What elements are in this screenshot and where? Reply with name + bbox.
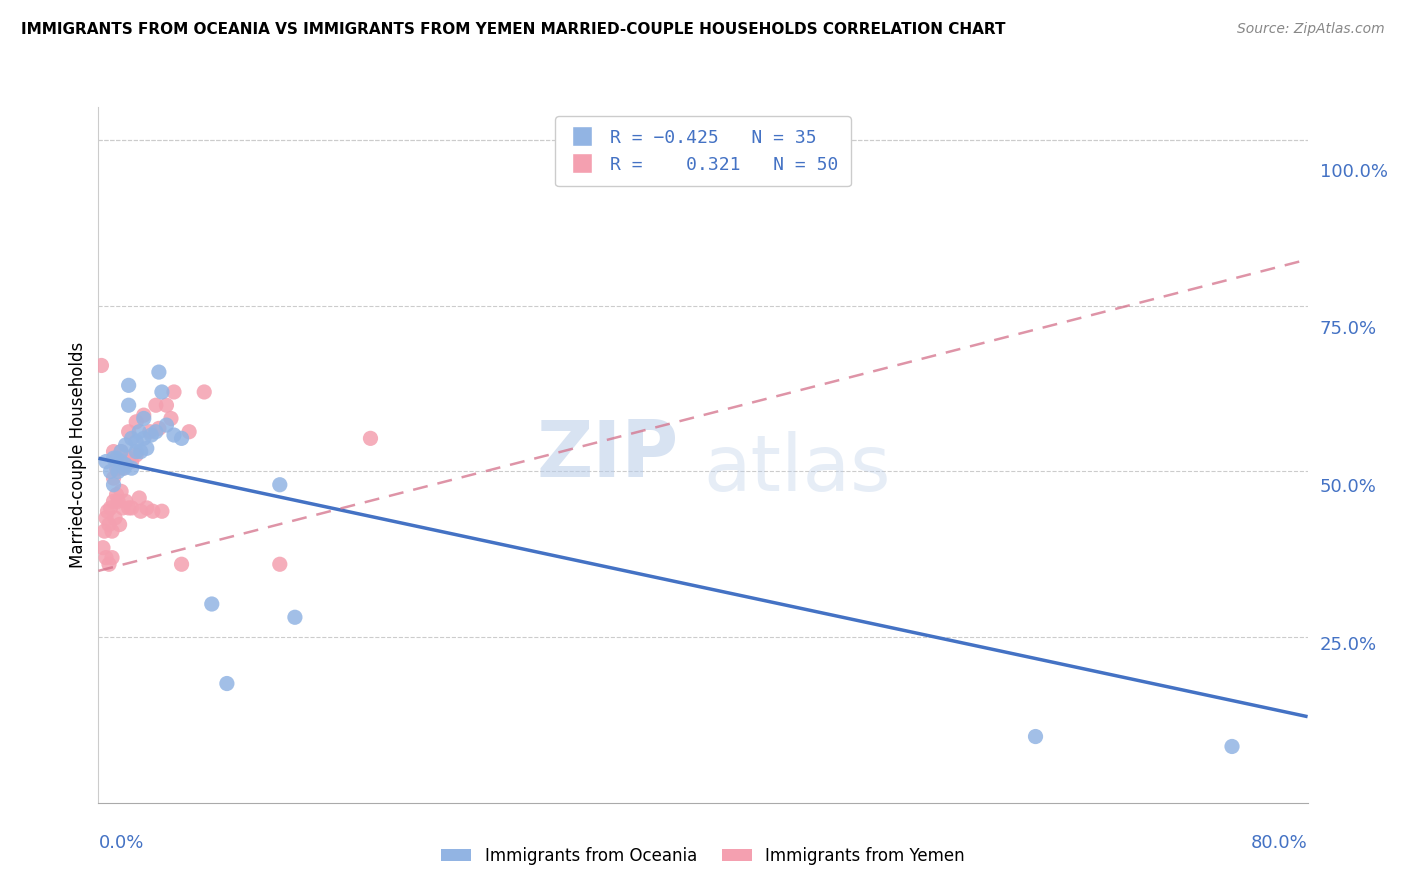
Point bbox=[118, 378, 141, 392]
Point bbox=[128, 425, 150, 439]
Point bbox=[111, 461, 134, 475]
Text: Source: ZipAtlas.com: Source: ZipAtlas.com bbox=[1237, 22, 1385, 37]
Point bbox=[170, 558, 193, 572]
Point bbox=[118, 425, 141, 439]
Point bbox=[360, 431, 382, 445]
Point bbox=[145, 425, 167, 439]
Text: 100.0%: 100.0% bbox=[1320, 162, 1388, 181]
Point bbox=[103, 477, 125, 491]
Point bbox=[91, 541, 114, 555]
Point bbox=[145, 398, 167, 412]
Point bbox=[129, 504, 152, 518]
Point bbox=[94, 454, 117, 468]
Point bbox=[148, 365, 170, 379]
Point bbox=[101, 524, 124, 538]
Point bbox=[110, 484, 132, 499]
Point bbox=[114, 494, 136, 508]
Legend: R = −0.425   N = 35, R =    0.321   N = 50: R = −0.425 N = 35, R = 0.321 N = 50 bbox=[555, 116, 851, 186]
Point bbox=[110, 444, 132, 458]
Point bbox=[101, 550, 124, 565]
Point bbox=[121, 454, 143, 468]
Point bbox=[193, 384, 215, 399]
Point bbox=[118, 398, 141, 412]
Point bbox=[105, 461, 128, 475]
Point bbox=[155, 398, 177, 412]
Point bbox=[90, 359, 112, 373]
Point bbox=[107, 494, 129, 508]
Point bbox=[103, 444, 125, 458]
Point bbox=[114, 438, 136, 452]
Point bbox=[103, 471, 125, 485]
Point bbox=[269, 477, 291, 491]
Point bbox=[118, 500, 141, 515]
Point bbox=[132, 411, 155, 425]
Point bbox=[114, 458, 136, 472]
Text: 50.0%: 50.0% bbox=[1320, 478, 1376, 496]
Y-axis label: Married-couple Households: Married-couple Households bbox=[69, 342, 87, 568]
Text: 75.0%: 75.0% bbox=[1320, 320, 1376, 338]
Point bbox=[150, 384, 173, 399]
Point bbox=[142, 504, 165, 518]
Text: atlas: atlas bbox=[703, 431, 890, 507]
Point bbox=[103, 494, 125, 508]
Point bbox=[269, 558, 291, 572]
Text: ZIP: ZIP bbox=[537, 417, 679, 493]
Point bbox=[150, 504, 173, 518]
Point bbox=[125, 434, 148, 449]
Point bbox=[155, 418, 177, 433]
Point bbox=[112, 461, 135, 475]
Point bbox=[284, 610, 307, 624]
Point bbox=[170, 431, 193, 445]
Point bbox=[201, 597, 224, 611]
Text: IMMIGRANTS FROM OCEANIA VS IMMIGRANTS FROM YEMEN MARRIED-COUPLE HOUSEHOLDS CORRE: IMMIGRANTS FROM OCEANIA VS IMMIGRANTS FR… bbox=[21, 22, 1005, 37]
Point bbox=[139, 425, 162, 439]
Point bbox=[135, 500, 157, 515]
Point bbox=[93, 524, 115, 538]
Point bbox=[163, 428, 186, 442]
Legend: Immigrants from Oceania, Immigrants from Yemen: Immigrants from Oceania, Immigrants from… bbox=[432, 837, 974, 875]
Point bbox=[105, 488, 128, 502]
Text: 80.0%: 80.0% bbox=[1251, 834, 1308, 852]
Point bbox=[215, 676, 238, 690]
Point bbox=[148, 421, 170, 435]
Point bbox=[108, 517, 131, 532]
Point bbox=[94, 511, 117, 525]
Point bbox=[125, 448, 148, 462]
Point bbox=[104, 511, 127, 525]
Point bbox=[110, 444, 132, 458]
Point bbox=[114, 454, 136, 468]
Point bbox=[163, 384, 186, 399]
Point bbox=[105, 451, 128, 466]
Point bbox=[132, 431, 155, 445]
Point bbox=[110, 454, 132, 468]
Point bbox=[107, 461, 129, 475]
Point bbox=[121, 431, 143, 445]
Point bbox=[98, 517, 121, 532]
Text: 25.0%: 25.0% bbox=[1320, 636, 1376, 654]
Point bbox=[177, 425, 201, 439]
Point bbox=[100, 500, 122, 515]
Point bbox=[132, 408, 155, 422]
Point bbox=[135, 442, 157, 456]
Point bbox=[128, 491, 150, 505]
Point bbox=[125, 444, 148, 458]
Point bbox=[129, 444, 152, 458]
Point bbox=[125, 415, 148, 429]
Point bbox=[121, 461, 143, 475]
Point bbox=[98, 558, 121, 572]
Point bbox=[96, 504, 118, 518]
Point bbox=[111, 500, 134, 515]
Point bbox=[103, 451, 125, 466]
Point bbox=[1024, 730, 1046, 744]
Point bbox=[160, 411, 183, 425]
Point bbox=[100, 465, 122, 479]
Point bbox=[1220, 739, 1243, 754]
Point bbox=[141, 428, 163, 442]
Text: 0.0%: 0.0% bbox=[98, 834, 143, 852]
Point bbox=[94, 550, 117, 565]
Point bbox=[118, 451, 141, 466]
Point bbox=[121, 500, 143, 515]
Point bbox=[107, 465, 129, 479]
